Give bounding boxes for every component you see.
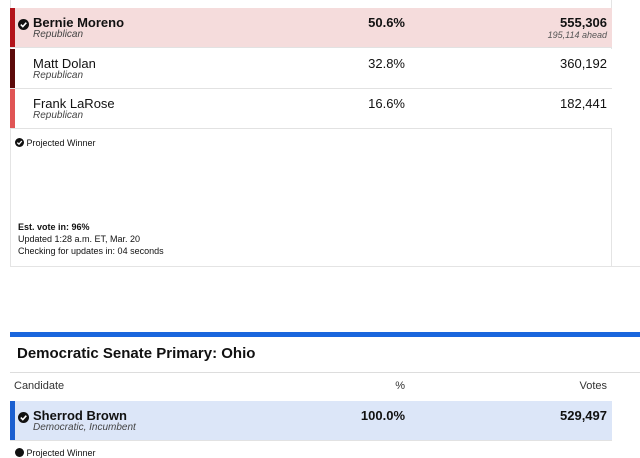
party-bar <box>10 401 15 440</box>
header-votes: Votes <box>579 380 607 392</box>
winner-icon <box>18 17 29 35</box>
projected-winner-note: Projected Winner <box>15 138 96 148</box>
candidate-party: Republican <box>33 110 84 121</box>
candidate-name: Frank LaRose <box>33 96 115 111</box>
vote-percent: 50.6% <box>368 15 405 30</box>
party-bar <box>10 89 15 128</box>
projected-winner: Projected Winner <box>26 138 96 148</box>
check-icon <box>15 448 24 457</box>
vote-percent: 32.8% <box>368 55 405 71</box>
candidate-row: Sherrod Brown Democratic, Incumbent 100.0%… <box>10 401 612 441</box>
vote-percent: 100.0% <box>360 408 405 423</box>
vote-percent: 16.6% <box>368 96 405 111</box>
candidate-party: Republican <box>33 29 84 40</box>
header-percent: % <box>395 380 405 392</box>
check-icon <box>18 19 29 30</box>
candidate-name: Bernie Moreno <box>33 15 125 30</box>
candidate-row: Frank LaRose Republican 16.6% 182,441 <box>10 89 612 129</box>
section-title: Democratic Senate Primary: Ohio <box>17 345 256 362</box>
updated: Updated 1:28 a.m. ET, Mar. 20 <box>18 234 141 244</box>
candidate-party: Democratic, Incumbent <box>33 422 136 433</box>
candidate-row: Bernie Moreno Republican 50.6% 555,306 195,1… <box>10 8 612 48</box>
vote-count: 360,192 <box>560 55 607 71</box>
results-card <box>10 0 612 267</box>
checking: Checking for updates in: 04 seconds <box>18 246 164 256</box>
party-bar <box>10 48 15 88</box>
check-icon <box>15 138 24 147</box>
vote-count: 555,306 <box>560 15 607 30</box>
candidate-party: Republican <box>33 69 84 81</box>
candidate-name: Sherrod Brown <box>33 408 127 423</box>
vote-count: 182,441 <box>560 96 607 111</box>
vote-lead: 195,114 ahead <box>547 30 607 40</box>
candidate-row: Matt Dolan Republican 32.8% 360,192 <box>10 48 612 89</box>
divider <box>10 372 640 373</box>
check-icon <box>18 412 29 423</box>
section-accent <box>10 332 640 337</box>
divider <box>612 266 640 267</box>
party-bar <box>10 8 15 47</box>
vote-count: 529,497 <box>560 408 607 423</box>
projected-winner: Projected Winner <box>26 448 96 458</box>
header-candidate: Candidate <box>14 380 65 392</box>
projected-winner-note: Projected Winner <box>15 448 96 458</box>
candidate-name: Matt Dolan <box>33 55 96 71</box>
est-vote: Est. vote in: 96% <box>18 222 90 232</box>
winner-icon <box>18 410 29 428</box>
